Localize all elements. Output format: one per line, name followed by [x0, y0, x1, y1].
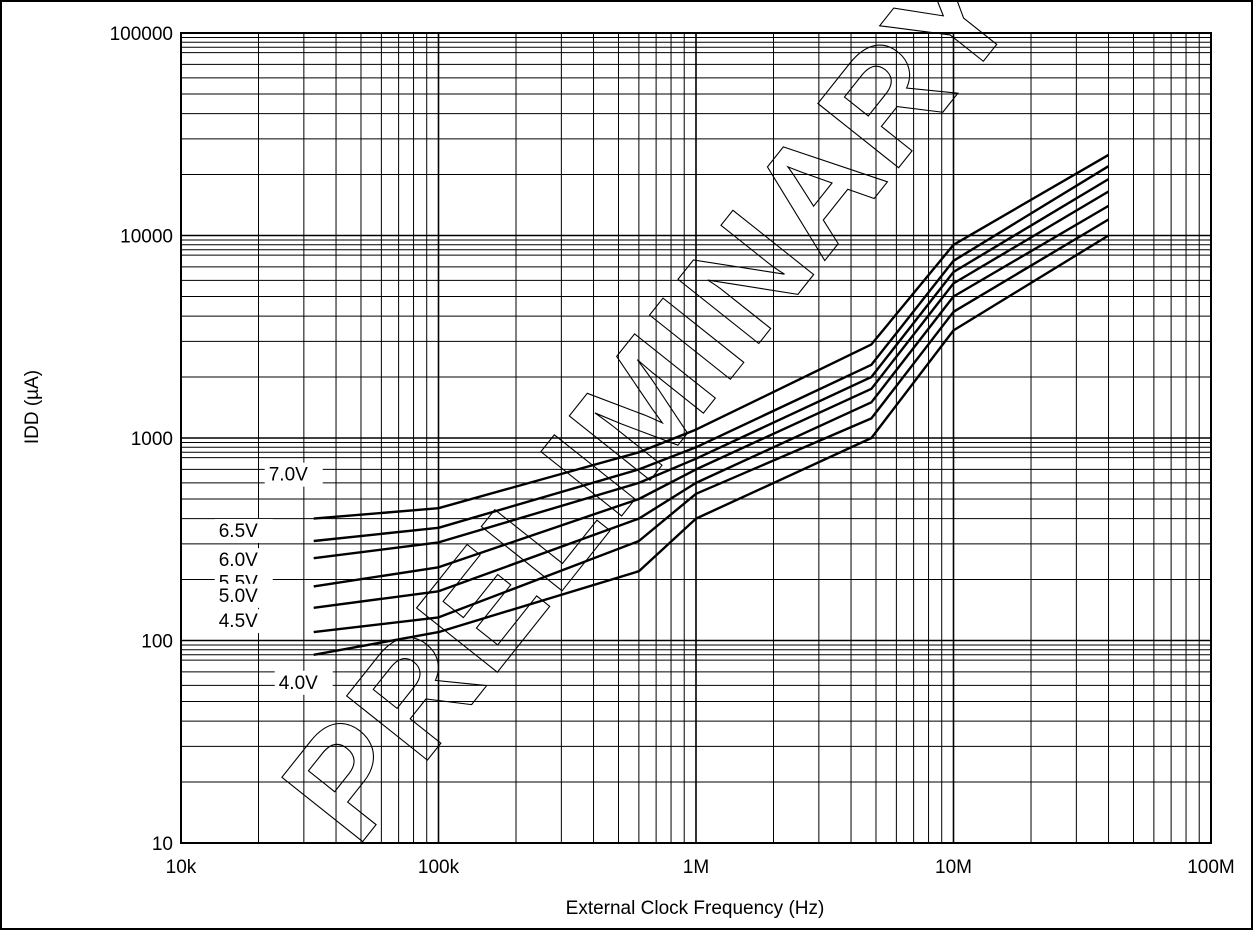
series-line — [313, 165, 1110, 543]
x-tick-label: 1M — [683, 857, 709, 878]
y-axis-label: IDD (µA) — [22, 370, 43, 444]
y-tick-label: 10 — [152, 834, 173, 855]
series-label-background — [214, 583, 273, 608]
y-tick-label: 1000 — [131, 429, 173, 450]
plot-area-border — [180, 32, 1212, 844]
series-label-background — [274, 670, 333, 695]
series-label-background — [264, 462, 323, 487]
y-tick-label: 100000 — [110, 24, 173, 45]
y-tick-label: 100 — [141, 632, 173, 653]
series-label: 4.0V — [279, 673, 318, 694]
grid — [180, 32, 1212, 844]
series-line — [313, 153, 1110, 520]
tick-labels: 10k 100k 1M 10M 100M 10 100 1000 10000 100000 — [110, 24, 1235, 878]
x-tick-label: 100M — [1187, 857, 1235, 878]
series-label-group: 4.0V — [274, 670, 333, 695]
series-label-background — [214, 609, 273, 634]
series-label-group: 6.0V — [214, 548, 273, 573]
series-line — [313, 218, 1110, 634]
x-tick-label: 100k — [418, 857, 460, 878]
y-tick-label: 10000 — [120, 227, 173, 248]
series-line — [313, 190, 1110, 588]
series-label-background — [214, 518, 273, 543]
series-labels: 7.0V6.5V6.0V5.5V5.0V4.5V4.0V — [214, 462, 333, 695]
series-label: 6.5V — [219, 521, 258, 542]
series-lines — [313, 153, 1110, 656]
series-line — [313, 234, 1110, 656]
series-label: 5.0V — [219, 586, 258, 607]
x-tick-label: 10M — [935, 857, 972, 878]
series-label-group: 4.5V — [214, 609, 273, 634]
series-label-group: 7.0V — [264, 462, 323, 487]
series-label: 7.0V — [269, 465, 308, 486]
x-axis-label: External Clock Frequency (Hz) — [566, 898, 825, 919]
series-label: 6.0V — [219, 550, 258, 571]
series-label-group: 6.5V — [214, 518, 273, 543]
series-line — [313, 178, 1110, 560]
x-tick-label: 10k — [166, 857, 197, 878]
series-label: 4.5V — [219, 611, 258, 632]
series-label-background — [214, 548, 273, 573]
series-label-group: 5.0V — [214, 583, 273, 608]
series-line — [313, 204, 1110, 609]
